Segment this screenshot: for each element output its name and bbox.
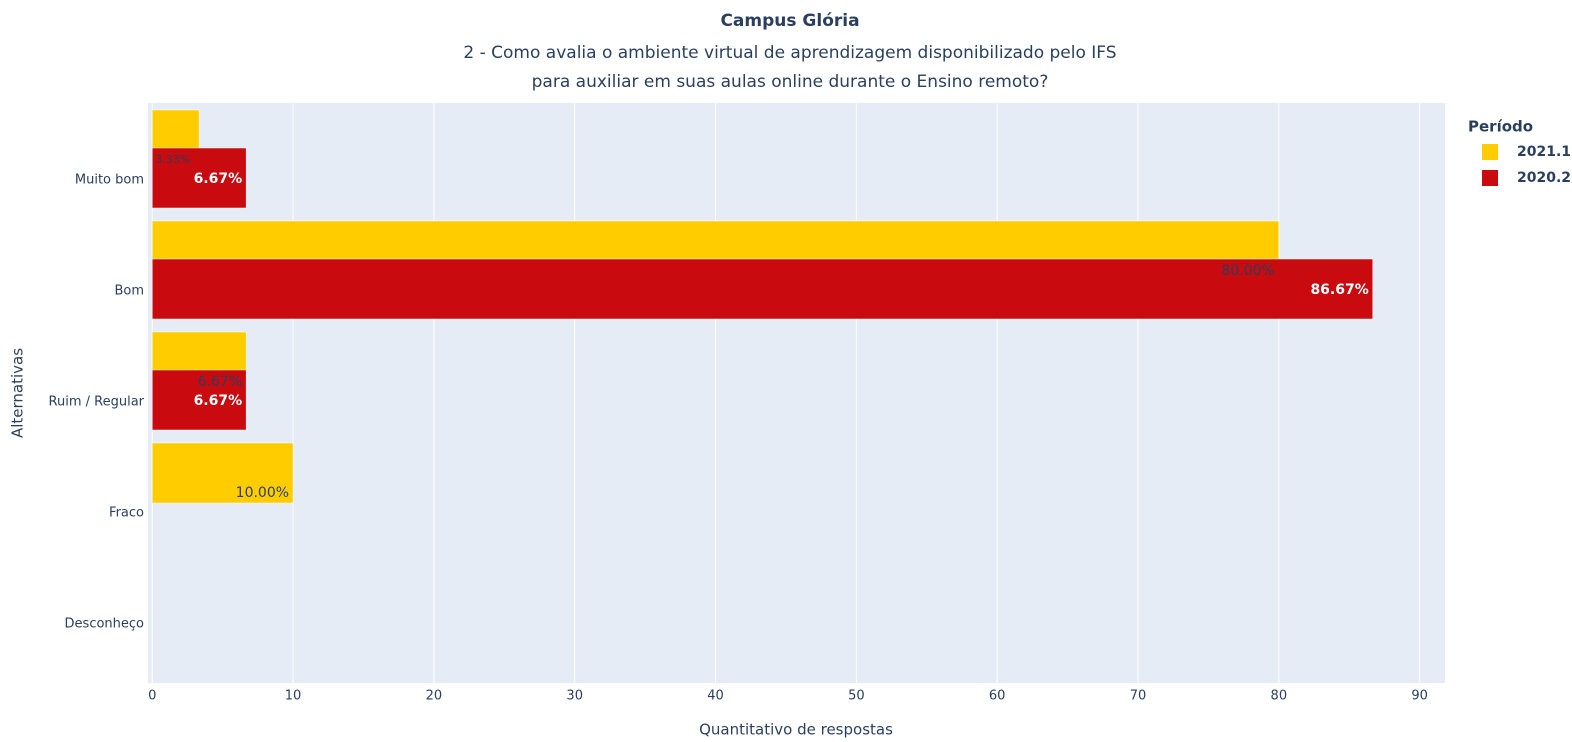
y-tick-label: Bom (114, 284, 144, 299)
data-label: 6.67% (198, 374, 242, 390)
legend-swatch (1482, 170, 1498, 186)
chart-subtitle: para auxiliar em suas aulas online duran… (532, 72, 1049, 92)
x-tick-label: 40 (707, 689, 724, 704)
plot-area (148, 103, 1445, 683)
x-tick-label: 80 (1271, 689, 1288, 704)
data-label: 6.67% (194, 171, 243, 187)
y-tick-label: Desconheço (65, 617, 145, 632)
legend-swatch (1482, 144, 1498, 160)
legend-label: 2020.2 (1517, 170, 1571, 186)
x-tick-label: 50 (848, 689, 865, 704)
bar (151, 369, 247, 431)
legend-label: 2021.1 (1517, 144, 1571, 160)
data-label: 6.67% (194, 393, 243, 409)
y-tick-label: Ruim / Regular (49, 395, 145, 410)
data-label: 3.33% (155, 153, 190, 166)
data-label: 80.00% (1221, 263, 1274, 279)
y-tick-label: Muito bom (75, 173, 144, 188)
data-label: 86.67% (1310, 282, 1368, 298)
x-tick-label: 20 (426, 689, 443, 704)
legend-title: Período (1468, 118, 1533, 136)
chart-subtitle: 2 - Como avalia o ambiente virtual de ap… (463, 43, 1116, 63)
x-tick-label: 70 (1130, 689, 1147, 704)
x-tick-label: 60 (989, 689, 1006, 704)
data-label: 10.00% (236, 485, 289, 501)
chart-title: Campus Glória (720, 11, 859, 31)
bar (151, 258, 1374, 320)
bar (151, 442, 294, 504)
x-tick-label: 10 (285, 689, 302, 704)
y-axis-title: Alternativas (9, 348, 27, 438)
bar (151, 147, 247, 209)
x-tick-label: 30 (566, 689, 583, 704)
y-tick-label: Fraco (109, 506, 144, 521)
x-tick-label: 0 (148, 689, 156, 704)
x-tick-label: 90 (1411, 689, 1428, 704)
x-axis-title: Quantitativo de respostas (699, 721, 893, 739)
